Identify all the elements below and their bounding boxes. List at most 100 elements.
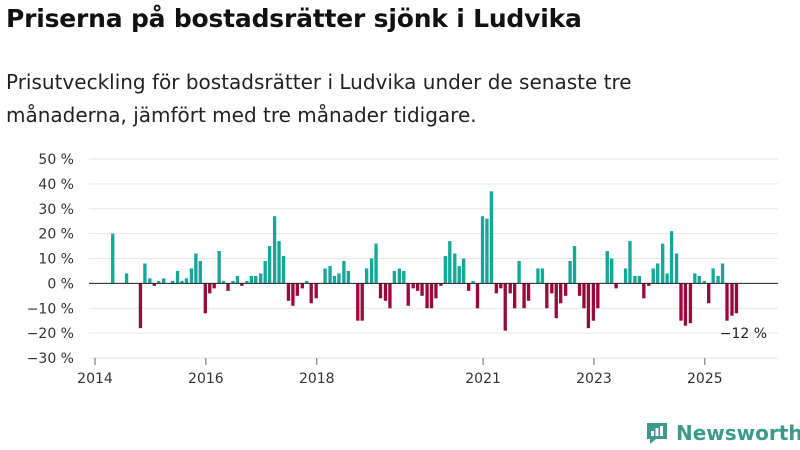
bar — [323, 268, 327, 284]
bar — [111, 233, 115, 284]
x-tick-label: 2021 — [465, 371, 501, 387]
bar — [485, 218, 489, 284]
bar — [235, 275, 240, 284]
bar — [170, 280, 175, 284]
bar — [725, 283, 729, 321]
bar — [263, 260, 267, 284]
bar — [448, 241, 452, 284]
bar — [415, 283, 420, 291]
bar — [364, 268, 369, 284]
bar — [633, 275, 637, 284]
bar — [661, 243, 665, 284]
last-value-label: −12 % — [720, 326, 767, 342]
chart-subtitle: Prisutveckling för bostadsrätter i Ludvi… — [6, 70, 632, 127]
bar — [513, 283, 517, 309]
bar — [730, 283, 734, 316]
x-tick-label: 2016 — [188, 371, 224, 387]
bar — [443, 256, 448, 284]
bar — [152, 283, 156, 286]
bar — [194, 253, 198, 284]
bar — [295, 283, 299, 296]
bar — [586, 283, 591, 329]
gridlines — [89, 158, 778, 359]
bar — [157, 280, 161, 284]
bar — [374, 243, 378, 284]
bar — [702, 280, 706, 284]
bar — [605, 251, 609, 284]
bar — [457, 265, 461, 284]
bar — [439, 283, 443, 286]
bar — [277, 241, 281, 284]
y-tick-label: −20 % — [27, 326, 74, 342]
bar — [259, 273, 263, 284]
bar — [402, 270, 406, 284]
bar — [162, 278, 166, 284]
bar — [707, 283, 711, 304]
bar — [346, 270, 351, 284]
bar — [221, 280, 226, 284]
bar — [369, 258, 374, 284]
bar — [697, 275, 701, 284]
bar — [309, 283, 313, 304]
bar — [669, 231, 674, 284]
bar — [526, 283, 531, 301]
bar — [226, 283, 230, 291]
bar — [425, 283, 429, 309]
bar — [564, 283, 568, 296]
bar — [267, 246, 272, 284]
bar — [688, 283, 693, 324]
bar — [582, 283, 586, 309]
bar — [429, 283, 434, 309]
y-tick-label: −30 % — [27, 351, 74, 367]
bar — [356, 283, 360, 321]
y-tick-label: 30 % — [38, 202, 74, 218]
bar — [420, 283, 424, 296]
bar — [305, 280, 309, 284]
bar — [596, 283, 600, 309]
bar — [489, 191, 494, 284]
bar — [693, 273, 697, 284]
bar — [642, 283, 646, 299]
bar — [406, 283, 410, 306]
bar — [328, 265, 332, 284]
brand-name: Newsworthy — [676, 421, 800, 445]
x-tick-label: 2018 — [299, 371, 335, 387]
bar — [550, 283, 554, 294]
bar — [392, 270, 397, 284]
bar — [499, 283, 503, 289]
bar — [554, 283, 558, 319]
bar — [397, 268, 402, 284]
bar — [138, 283, 143, 329]
x-tick-label: 2025 — [687, 371, 723, 387]
bar — [189, 268, 194, 284]
bar — [610, 258, 614, 284]
bar — [683, 283, 688, 326]
bar — [471, 280, 475, 284]
bar — [240, 283, 244, 286]
data-labels: −12 % — [720, 326, 767, 342]
bar — [198, 260, 202, 284]
bar — [332, 275, 337, 284]
bar — [679, 283, 683, 321]
bar — [572, 246, 577, 284]
bar — [411, 283, 415, 289]
bar — [674, 253, 679, 284]
bar — [466, 283, 471, 291]
bars — [111, 191, 739, 331]
bar — [383, 283, 388, 301]
y-tick-label: 40 % — [38, 177, 74, 193]
bar — [143, 263, 147, 284]
bar — [545, 283, 549, 309]
bar — [184, 278, 189, 284]
bar — [461, 258, 466, 284]
bar — [217, 251, 221, 284]
bar — [647, 283, 651, 286]
bar — [254, 275, 258, 284]
bar — [656, 263, 660, 284]
brand-logo[interactable]: Newsworthy — [644, 420, 800, 446]
y-tick-label: 0 % — [47, 276, 74, 292]
y-tick-label: 10 % — [38, 252, 74, 268]
y-tick-label: 50 % — [38, 152, 74, 168]
x-axis: 2014 2016 2018 2021 2023 2025 — [77, 357, 778, 387]
bar — [522, 283, 526, 309]
